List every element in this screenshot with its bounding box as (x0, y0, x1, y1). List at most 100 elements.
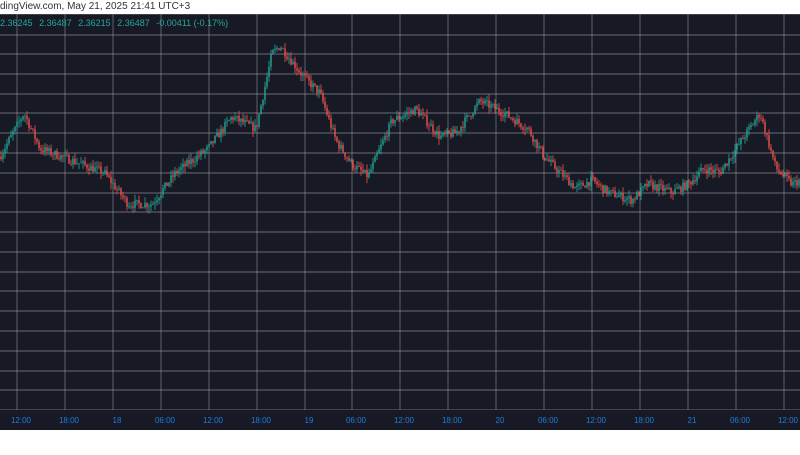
candle-up (266, 77, 268, 87)
candle-up (708, 167, 710, 174)
candle-down (36, 138, 38, 142)
candle-up (474, 106, 476, 114)
candle-down (776, 161, 778, 170)
candle-down (336, 136, 338, 142)
candle-down (308, 76, 310, 81)
candle-down (454, 129, 456, 134)
candle-up (48, 148, 50, 152)
candle-up (410, 110, 412, 113)
candle-down (552, 159, 554, 162)
candle-down (544, 157, 546, 161)
candle-down (488, 100, 490, 108)
candle-down (428, 125, 430, 127)
candle-up (654, 184, 656, 190)
candle-down (592, 176, 594, 178)
candle-down (758, 114, 760, 118)
candle-up (754, 120, 756, 125)
candle-down (790, 178, 792, 186)
candle-down (652, 182, 654, 190)
ohlc-change: -0.00411 (-0.17%) (156, 18, 229, 28)
candle-up (714, 169, 716, 173)
candle-down (432, 124, 434, 133)
candle-up (590, 176, 592, 187)
candle-up (22, 116, 24, 120)
candle-up (164, 182, 166, 189)
candle-down (122, 195, 124, 198)
candle-up (258, 114, 260, 127)
candle-up (640, 187, 642, 197)
candle-down (510, 117, 512, 119)
x-tick-label: 18:00 (634, 416, 655, 425)
candle-up (8, 137, 10, 144)
candle-up (280, 48, 282, 50)
candle-down (494, 104, 496, 110)
candle-down (50, 148, 52, 155)
candle-down (646, 183, 648, 187)
candle-down (328, 115, 330, 119)
candle-up (64, 154, 66, 157)
candle-up (170, 175, 172, 183)
candle-up (604, 185, 606, 193)
candle-up (224, 122, 226, 133)
x-tick-label: 12:00 (11, 416, 32, 425)
candle-up (332, 127, 334, 129)
candle-up (200, 150, 202, 156)
candle-up (174, 171, 176, 177)
candle-up (570, 183, 572, 186)
candle-up (240, 118, 242, 122)
candle-down (110, 177, 112, 184)
candle-down (176, 171, 178, 173)
candle-down (58, 158, 60, 160)
candle-down (480, 99, 482, 102)
candle-down (278, 48, 280, 50)
candle-up (396, 115, 398, 121)
candle-up (698, 171, 700, 177)
candle-up (196, 155, 198, 162)
candle-up (546, 159, 548, 161)
candle-down (252, 122, 254, 132)
candle-up (682, 182, 684, 192)
candle-down (560, 170, 562, 171)
candle-up (220, 128, 222, 138)
candle-down (782, 174, 784, 176)
candle-down (68, 155, 70, 164)
candle-down (548, 159, 550, 162)
candle-down (232, 117, 234, 120)
candle-up (20, 119, 22, 122)
candle-down (324, 101, 326, 108)
candle-up (154, 202, 156, 204)
candle-up (658, 184, 660, 191)
candle-up (288, 58, 290, 60)
candle-up (118, 188, 120, 190)
candle-up (270, 54, 272, 67)
x-axis: 12:00 18:00 18 06:00 12:00 18:00 19 06:00 12:00 1… (0, 410, 800, 450)
candle-down (418, 108, 420, 116)
candle-up (14, 126, 16, 132)
candle-down (108, 175, 110, 178)
candle-down (344, 152, 346, 158)
candle-up (142, 207, 144, 209)
candle-down (742, 138, 744, 140)
candle-down (688, 180, 690, 183)
candle-up (644, 183, 646, 187)
candles-layer (0, 43, 800, 214)
candle-up (574, 186, 576, 189)
x-tick-label: 06:00 (730, 416, 751, 425)
candle-down (522, 127, 524, 130)
candle-down (422, 113, 424, 115)
candle-up (372, 162, 374, 170)
candle-down (116, 189, 118, 191)
candle-up (230, 117, 232, 121)
candle-down (772, 150, 774, 158)
candle-down (602, 185, 604, 193)
candle-down (188, 160, 190, 165)
candle-down (568, 176, 570, 186)
candle-up (504, 113, 506, 117)
candle-up (464, 117, 466, 128)
candle-up (16, 122, 18, 127)
candle-up (104, 170, 106, 173)
candle-down (660, 184, 662, 185)
candle-down (796, 180, 798, 186)
